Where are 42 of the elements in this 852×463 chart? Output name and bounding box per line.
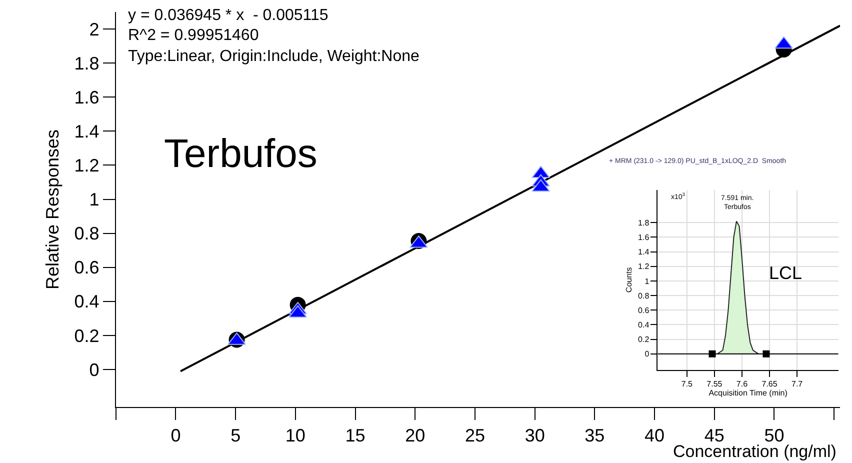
y-tick-label: 0.2 [638, 335, 650, 344]
x-tick-label: 10 [285, 426, 306, 446]
annotation: y = 0.036945 * x - 0.005115 [128, 7, 328, 24]
y-tick-label: 1.6 [74, 87, 100, 108]
x-tick-label: 7.7 [792, 380, 804, 389]
annotation: LCL [769, 263, 802, 283]
annotation: Type:Linear, Origin:Include, Weight:None [128, 48, 420, 65]
x-tick-label: 7.6 [736, 380, 748, 389]
y-tick-label: 1.6 [638, 233, 650, 242]
y-tick-label: 2 [89, 19, 100, 40]
y-tick-label: 1.4 [638, 248, 650, 257]
y-tick-label: 1 [89, 190, 100, 210]
y-tick-label: 0.4 [74, 292, 100, 312]
x-tick-label: 15 [345, 426, 366, 446]
y-tick-label: 0.6 [74, 258, 100, 278]
y-tick-label: 0.2 [74, 326, 100, 346]
x-tick-label: 30 [524, 426, 545, 446]
annotation: Terbufos [164, 132, 318, 176]
y-tick-label: 1.2 [74, 156, 100, 176]
x-tick-label: 7.65 [762, 380, 778, 389]
x-tick-label: 7.5 [681, 380, 694, 389]
x-tick-label: 40 [644, 426, 665, 446]
y-axis-title: Relative Responses [42, 129, 62, 290]
y-axis-title: Counts [624, 267, 634, 293]
y-tick-label: 1 [644, 276, 650, 286]
y-tick-label: 0.4 [638, 320, 650, 330]
y-tick-label: 1.8 [74, 53, 100, 74]
y-tick-label: 1.2 [638, 262, 650, 272]
y-tick-label: 0.6 [638, 306, 650, 315]
y-tick-label: 1.4 [74, 122, 100, 142]
y-tick-label: 0 [644, 350, 650, 359]
x-axis-title: Acquisition Time (min) [708, 388, 788, 398]
y-tick-label: 1.8 [638, 218, 650, 228]
y-tick-label: 0.8 [638, 291, 650, 300]
x-tick-label: 0 [170, 426, 181, 446]
y-tick-label: 0.8 [74, 224, 100, 244]
x-tick-label: 25 [464, 426, 485, 446]
annotation: R^2 = 0.99951460 [128, 27, 259, 44]
x-tick-label: 7.55 [706, 380, 723, 389]
x-tick-label: 35 [584, 426, 605, 446]
x-tick-label: 5 [230, 426, 241, 446]
x-tick-label: 20 [405, 426, 426, 446]
